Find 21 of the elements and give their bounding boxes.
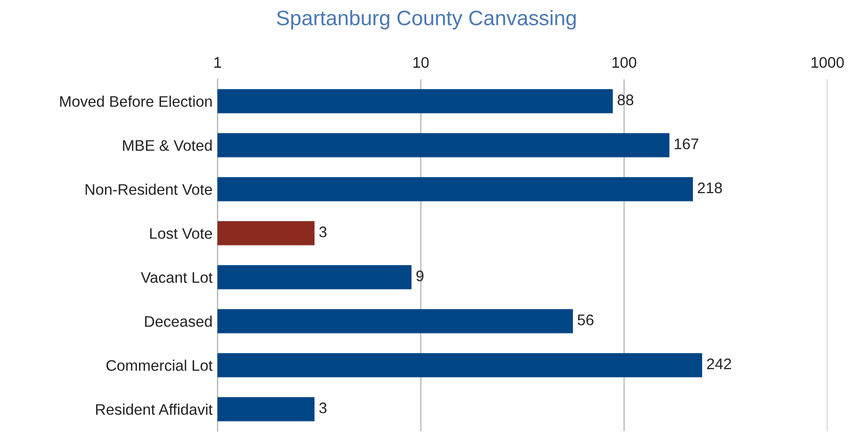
data-label: 242 (707, 358, 732, 370)
y-tick-label: Non-Resident Vote (86, 184, 212, 195)
data-label: 88 (618, 94, 634, 106)
x-tick-label: 1 (214, 57, 222, 68)
y-tick-label: Vacant Lot (140, 272, 213, 283)
y-tick-label: Resident Affidavit (96, 404, 213, 415)
data-label: 218 (698, 182, 722, 194)
x-tick-label: 100 (612, 57, 636, 68)
data-label: 9 (416, 270, 424, 282)
data-label: 3 (319, 402, 327, 414)
y-tick-label: Moved Before Election (60, 96, 212, 107)
data-label: 56 (578, 314, 594, 326)
chart-title: Spartanburg County Canvassing (276, 10, 576, 30)
y-tick-label: Deceased (145, 316, 212, 327)
x-tick-label: 1000 (812, 57, 844, 68)
y-tick-label: Commercial Lot (106, 360, 213, 371)
y-tick-label: Lost Vote (150, 228, 212, 239)
y-tick-label: MBE & Voted (123, 140, 212, 151)
data-label: 167 (674, 138, 698, 150)
data-label: 3 (319, 226, 327, 238)
x-tick-label: 10 (413, 57, 429, 68)
